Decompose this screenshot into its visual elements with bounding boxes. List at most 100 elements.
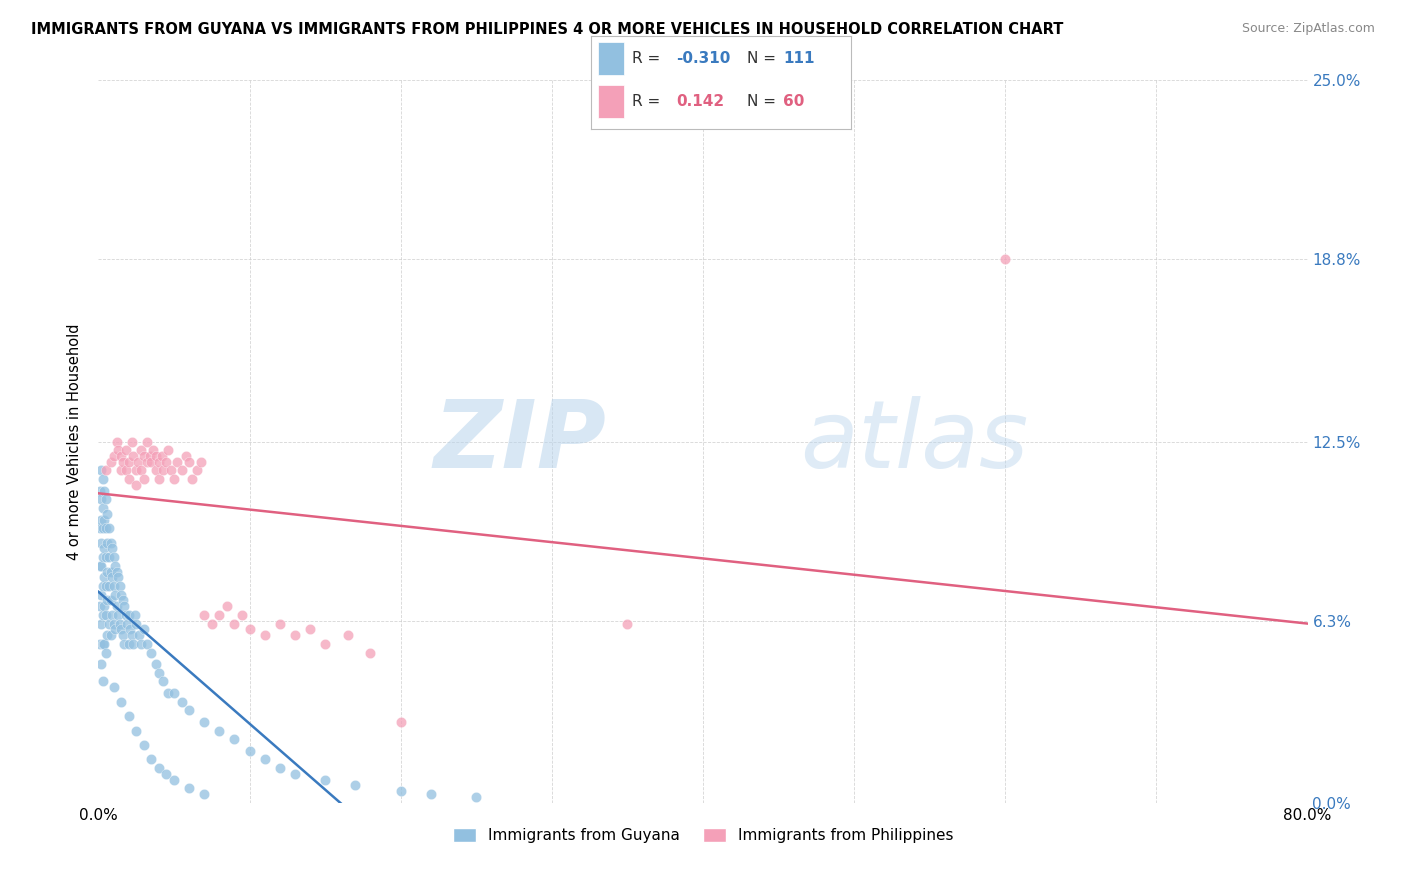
Point xyxy=(125,723,148,738)
Point xyxy=(336,628,359,642)
Point xyxy=(129,463,152,477)
Text: atlas: atlas xyxy=(800,396,1028,487)
Point xyxy=(107,443,129,458)
Point xyxy=(101,607,124,622)
Point xyxy=(98,579,121,593)
Point xyxy=(91,637,114,651)
Point xyxy=(91,674,114,689)
Point xyxy=(239,744,262,758)
Point xyxy=(284,628,307,642)
Point xyxy=(115,616,138,631)
Point xyxy=(122,637,145,651)
Point xyxy=(104,623,127,637)
Point xyxy=(152,674,174,689)
Point xyxy=(121,628,143,642)
Point xyxy=(129,637,152,651)
Point xyxy=(616,616,638,631)
Point xyxy=(101,570,124,584)
Point xyxy=(150,449,173,463)
Text: R =: R = xyxy=(633,51,665,66)
Point xyxy=(231,607,253,622)
Point xyxy=(132,623,155,637)
Point xyxy=(125,616,148,631)
Point xyxy=(465,790,488,805)
Point xyxy=(179,703,201,717)
Point xyxy=(90,512,112,526)
Point xyxy=(142,443,165,458)
Point xyxy=(125,478,148,492)
Point xyxy=(121,434,143,449)
Text: IMMIGRANTS FROM GUYANA VS IMMIGRANTS FROM PHILIPPINES 4 OR MORE VEHICLES IN HOUS: IMMIGRANTS FROM GUYANA VS IMMIGRANTS FRO… xyxy=(31,22,1063,37)
Point xyxy=(155,767,177,781)
Point xyxy=(101,541,124,556)
Point xyxy=(118,709,141,723)
Point xyxy=(103,550,125,565)
Point xyxy=(239,623,262,637)
Point xyxy=(93,599,115,614)
Point xyxy=(155,455,177,469)
Point xyxy=(91,521,114,535)
Point xyxy=(124,607,146,622)
Point xyxy=(118,607,141,622)
Point xyxy=(94,521,117,535)
Point xyxy=(105,599,128,614)
Point xyxy=(91,472,114,486)
Point xyxy=(122,449,145,463)
Point xyxy=(103,449,125,463)
Point xyxy=(120,623,142,637)
Point xyxy=(145,463,167,477)
Text: -0.310: -0.310 xyxy=(676,51,731,66)
Text: 60: 60 xyxy=(783,94,804,109)
Point xyxy=(94,463,117,477)
Point xyxy=(284,767,307,781)
Point xyxy=(163,472,186,486)
Point xyxy=(94,579,117,593)
Point xyxy=(208,607,231,622)
Point xyxy=(215,599,238,614)
Point xyxy=(163,772,186,787)
Point xyxy=(103,680,125,694)
Point xyxy=(389,714,412,729)
Point xyxy=(100,628,122,642)
Point xyxy=(96,628,118,642)
Point xyxy=(96,535,118,549)
Point xyxy=(90,588,112,602)
Point xyxy=(90,535,112,549)
Point xyxy=(152,463,174,477)
Point xyxy=(128,628,150,642)
Point xyxy=(148,455,170,469)
Point xyxy=(96,593,118,607)
Point xyxy=(179,455,201,469)
Point xyxy=(90,463,112,477)
Point xyxy=(118,455,141,469)
Point xyxy=(994,252,1017,267)
Point xyxy=(148,665,170,680)
Point xyxy=(253,628,276,642)
Point xyxy=(139,449,162,463)
Point xyxy=(100,593,122,607)
Point xyxy=(224,616,246,631)
Point xyxy=(89,558,111,573)
Point xyxy=(111,455,134,469)
Point xyxy=(170,695,193,709)
Point xyxy=(224,732,246,747)
Point xyxy=(132,738,155,752)
Point xyxy=(132,472,155,486)
Point xyxy=(108,579,131,593)
Point xyxy=(89,637,111,651)
Point xyxy=(181,472,204,486)
Point xyxy=(91,607,114,622)
Point xyxy=(90,492,112,507)
Point xyxy=(135,637,157,651)
Point xyxy=(269,616,291,631)
Y-axis label: 4 or more Vehicles in Household: 4 or more Vehicles in Household xyxy=(67,323,83,560)
Bar xyxy=(599,86,624,118)
Point xyxy=(132,449,155,463)
Text: Source: ZipAtlas.com: Source: ZipAtlas.com xyxy=(1241,22,1375,36)
Point xyxy=(141,752,163,766)
Point xyxy=(98,616,121,631)
Point xyxy=(103,579,125,593)
Point xyxy=(148,761,170,775)
Point xyxy=(105,565,128,579)
Point xyxy=(141,455,163,469)
